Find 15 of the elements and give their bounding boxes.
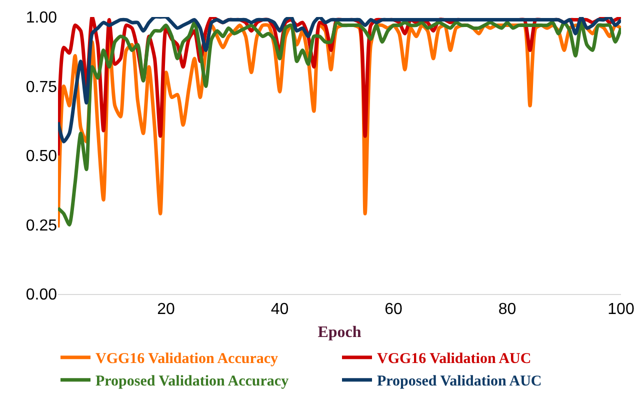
legend-label: VGG16 Validation Accuracy	[96, 351, 279, 368]
y-tick-label: 0.50	[26, 148, 58, 166]
y-tick-label: 0.25	[26, 217, 58, 234]
x-tick-label: 60	[384, 301, 403, 318]
x-axis-title: Epoch	[318, 324, 362, 341]
legend-label: Proposed Validation AUC	[377, 374, 542, 390]
x-tick-label: 40	[270, 301, 289, 318]
y-tick-label: 0.00	[26, 286, 58, 304]
legend-label: VGG16 Validation AUC	[377, 351, 532, 368]
x-tick-label: 20	[157, 301, 176, 318]
y-tick-label: 0.75	[26, 78, 58, 96]
legend-label: Proposed Validation Accuracy	[96, 374, 290, 390]
y-tick-label: 1.00	[26, 10, 58, 27]
x-tick-label: 100	[608, 301, 634, 318]
x-tick-label: 80	[498, 301, 516, 318]
